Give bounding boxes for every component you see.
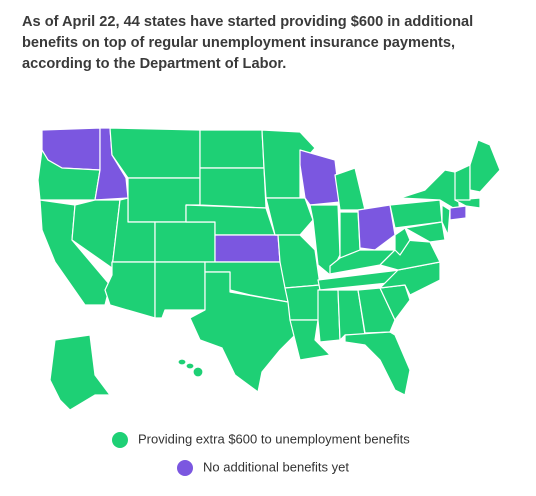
state — [357, 287, 396, 334]
legend-marker — [177, 460, 193, 476]
state — [317, 289, 341, 343]
state — [189, 271, 301, 393]
state — [454, 164, 471, 201]
state — [344, 331, 411, 396]
legend-label: No additional benefits yet — [203, 459, 349, 474]
state — [441, 204, 451, 236]
state — [109, 127, 201, 179]
states — [37, 127, 501, 411]
state — [199, 167, 267, 209]
state — [309, 204, 341, 276]
state — [265, 197, 314, 236]
state — [154, 261, 206, 319]
legend-label: Providing extra $600 to unemployment ben… — [138, 431, 410, 446]
state — [329, 249, 396, 275]
state — [404, 221, 446, 243]
state — [299, 149, 341, 206]
state — [214, 234, 281, 263]
state — [449, 205, 467, 221]
state — [284, 284, 321, 321]
state — [394, 227, 411, 256]
state — [49, 334, 111, 411]
state — [104, 261, 156, 319]
state — [261, 129, 316, 199]
state — [199, 129, 265, 169]
state — [185, 362, 195, 370]
state — [177, 358, 187, 366]
state — [357, 204, 396, 251]
state — [334, 167, 366, 211]
state — [469, 139, 501, 193]
state — [192, 366, 204, 378]
legend-marker — [112, 432, 128, 448]
caption: As of April 22, 44 states have started p… — [22, 14, 474, 72]
state — [154, 221, 216, 263]
